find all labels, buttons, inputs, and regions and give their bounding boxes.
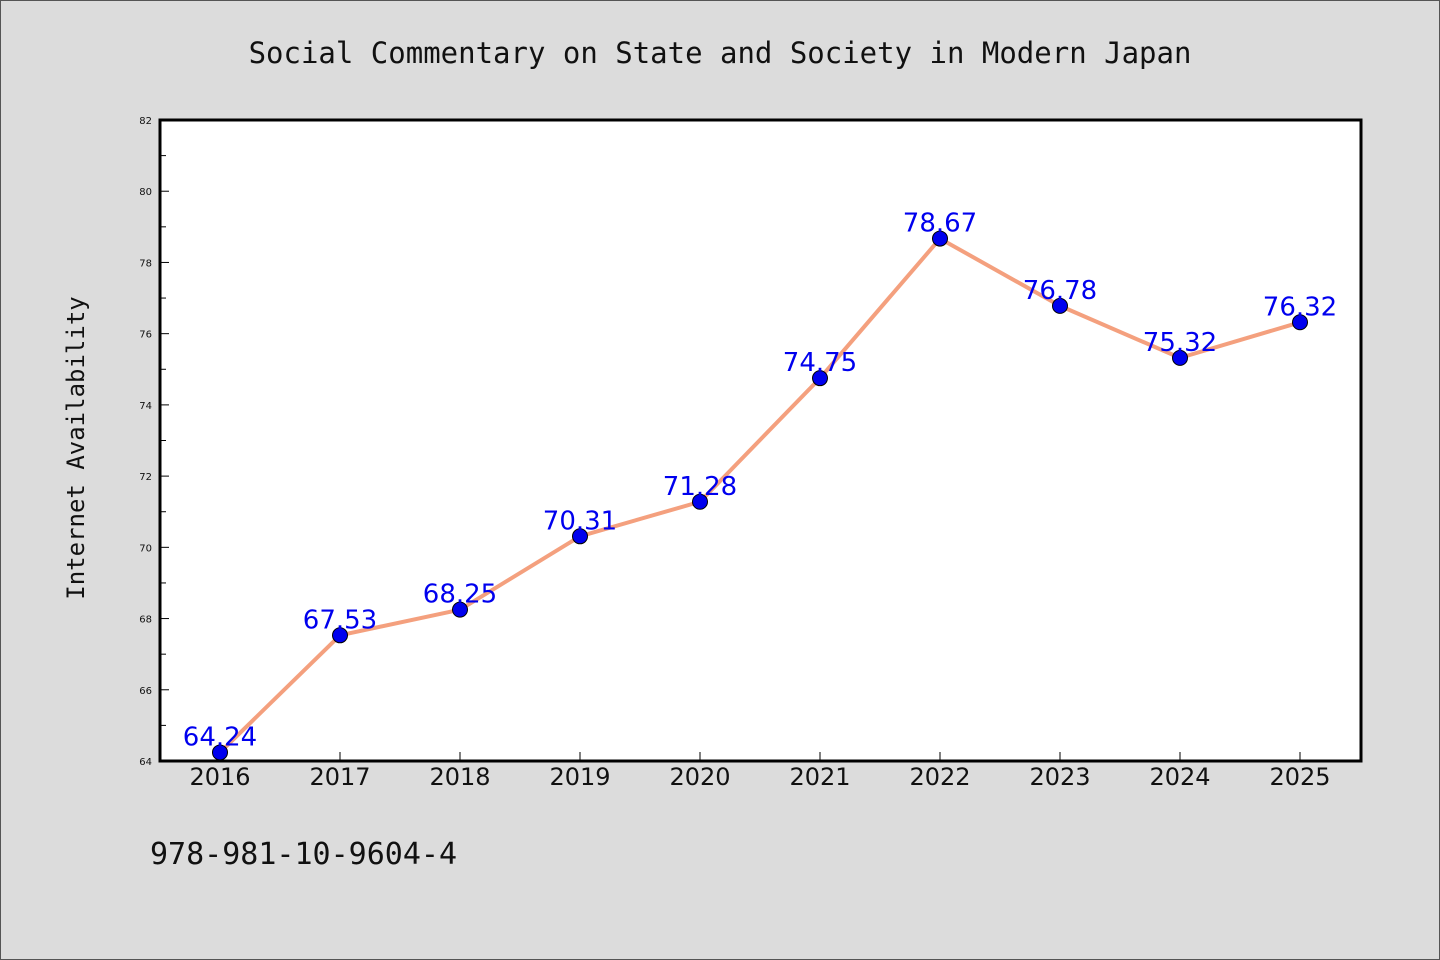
data-label: 70.31 (543, 506, 617, 536)
y-tick-label: 78 (139, 258, 152, 269)
data-label: 64.24 (183, 722, 257, 752)
plot-area (158, 118, 1363, 763)
y-tick-label: 68 (139, 615, 152, 626)
series-line (218, 236, 1301, 754)
data-point (332, 627, 348, 644)
data-label: 67.53 (303, 605, 377, 635)
y-tick-label: 72 (139, 472, 152, 483)
y-tick-label: 66 (139, 686, 152, 697)
data-point (1172, 349, 1188, 366)
x-tick-label: 2022 (909, 763, 970, 791)
data-point (452, 601, 468, 618)
data-point (572, 528, 588, 545)
data-label: 76.32 (1263, 292, 1337, 322)
y-tick-label: 80 (139, 187, 152, 198)
x-tick-label: 2025 (1269, 763, 1330, 791)
data-point (1292, 314, 1308, 331)
data-label: 71.28 (663, 472, 737, 502)
isbn-footer: 978-981-10-9604-4 (150, 837, 457, 872)
y-tick-label: 64 (139, 757, 152, 768)
x-tick-label: 2017 (309, 763, 370, 791)
series-group (212, 230, 1308, 761)
y-tick-label: 76 (139, 330, 152, 341)
data-label: 68.25 (423, 580, 497, 610)
data-point (1052, 297, 1068, 314)
x-tick-label: 2020 (669, 763, 730, 791)
x-axis-ticks: 2016 2017 2018 2019 2020 2021 2022 2023 2024 2025 (189, 752, 1331, 791)
y-tick-label: 70 (139, 543, 152, 554)
y-axis-label: Internet Availability (62, 296, 90, 599)
x-tick-label: 2016 (189, 763, 250, 791)
data-label: 75.32 (1143, 328, 1217, 358)
x-tick-label: 2021 (789, 763, 850, 791)
x-tick-label: 2023 (1029, 763, 1090, 791)
data-labels-group: 64.24 67.53 68.25 70.31 71.28 74.75 78.67 76.78… (183, 209, 1337, 753)
data-point (692, 493, 708, 510)
y-axis-ticks: 64 66 68 70 72 74 76 78 80 82 (139, 116, 169, 768)
x-tick-label: 2024 (1149, 763, 1210, 791)
y-tick-label: 82 (139, 116, 152, 127)
data-label: 76.78 (1023, 276, 1097, 306)
data-label: 78.67 (903, 209, 977, 239)
y-tick-label: 74 (139, 401, 152, 412)
data-point (212, 744, 228, 761)
x-tick-label: 2018 (429, 763, 490, 791)
x-tick-label: 2019 (549, 763, 610, 791)
data-label: 74.75 (783, 348, 857, 378)
data-point (812, 370, 828, 387)
chart-title: Social Commentary on State and Society i… (249, 36, 1192, 70)
data-point (932, 230, 948, 247)
